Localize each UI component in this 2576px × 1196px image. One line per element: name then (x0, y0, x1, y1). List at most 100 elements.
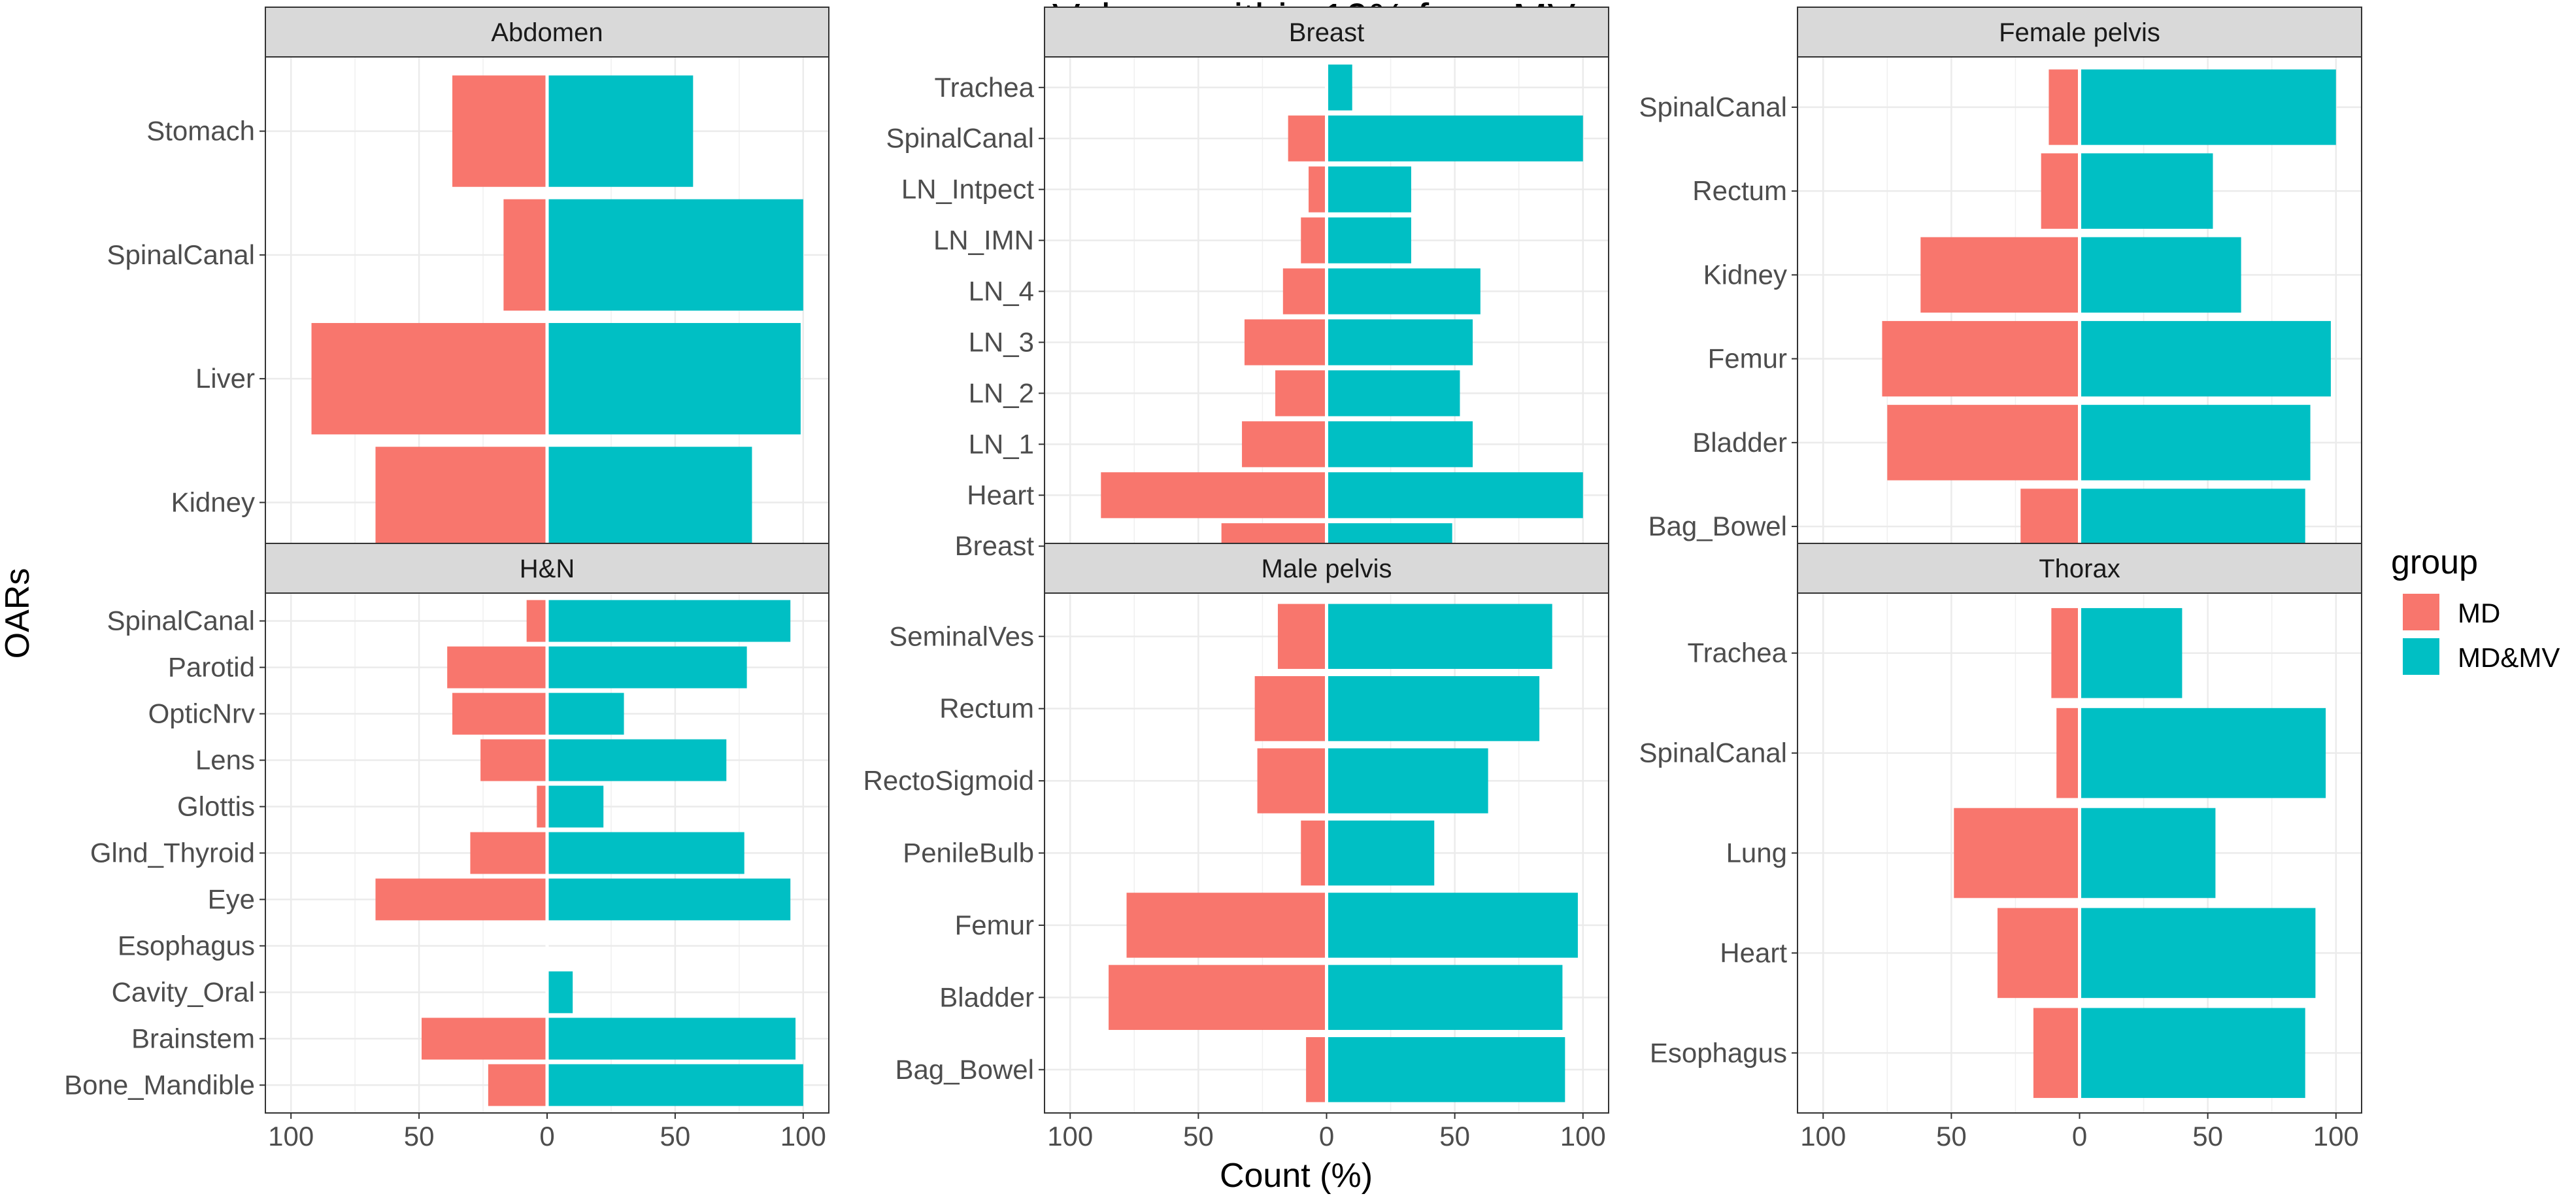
legend-swatch-mdmv (2403, 638, 2439, 675)
bar-mdmv-ln-4 (1326, 268, 1480, 315)
y-axis-title: OARs (0, 568, 37, 659)
category-label: Glnd_Thyroid (90, 838, 255, 868)
bar-md-femur (1126, 893, 1327, 958)
panel-strip (1044, 7, 1609, 58)
legend-swatch-md (2403, 594, 2439, 630)
x-tick-label: 50 (1183, 1121, 1214, 1152)
legend-label-mdmv: MD&MV (2458, 642, 2560, 673)
category-label: PenileBulb (903, 838, 1034, 868)
bar-md-heart (1997, 908, 2080, 999)
x-tick-label: 100 (1047, 1121, 1093, 1152)
category-label: Trachea (934, 72, 1034, 103)
bar-md-rectum (1254, 675, 1327, 742)
category-label: Lung (1726, 838, 1787, 868)
category-label: Glottis (177, 791, 255, 822)
panel-strip-label: Breast (1289, 18, 1365, 47)
panel-male-pelvis: Male pelvis SeminalVes Rectum RectoSigmoid P… (863, 543, 1609, 1152)
category-label: Femur (1708, 343, 1787, 374)
bar-mdmv-opticnrv (547, 692, 624, 735)
bar-mdmv-brainstem (547, 1017, 796, 1060)
bar-md-ln-1 (1242, 421, 1327, 468)
category-label: Bladder (1692, 427, 1787, 458)
bar-md-spinalcanal (2056, 708, 2080, 798)
bar-md-femur (1882, 320, 2080, 397)
panel-strip (1044, 543, 1609, 594)
bar-md-glnd-thyroid (470, 832, 547, 874)
category-label: Heart (1720, 937, 1787, 968)
category-label: SpinalCanal (886, 123, 1035, 154)
category-label: Brainstem (131, 1023, 255, 1053)
category-label: Esophagus (118, 930, 255, 961)
legend: group MD MD&MV (2391, 543, 2560, 675)
legend-label-md: MD (2458, 598, 2500, 628)
category-label: Cavity_Oral (112, 976, 255, 1007)
bar-mdmv-kidney (2079, 237, 2241, 313)
x-tick-label: 0 (1319, 1121, 1334, 1152)
panel-strip (1797, 543, 2362, 594)
bar-mdmv-spinalcanal (2079, 708, 2326, 798)
bar-mdmv-liver (547, 322, 801, 435)
category-label: LN_2 (969, 377, 1034, 408)
bar-mdmv-glottis (547, 785, 604, 828)
bar-mdmv-ln-1 (1326, 421, 1473, 468)
panel-strip (265, 543, 829, 594)
category-label: LN_4 (969, 276, 1034, 307)
category-label: Bag_Bowel (1648, 511, 1787, 541)
bar-mdmv-cavity-oral (547, 971, 573, 1014)
bar-md-bone-mandible (488, 1064, 547, 1106)
category-label: LN_1 (969, 428, 1034, 459)
category-label: Parotid (168, 652, 255, 683)
bar-mdmv-femur (2079, 320, 2331, 397)
panel-strip-label: Thorax (2039, 555, 2120, 583)
panel-thorax: Thorax Trachea SpinalCanal Lung Heart Esophag… (1639, 543, 2362, 1152)
bar-mdmv-penilebulb (1326, 820, 1435, 886)
bar-md-spinalcanal (503, 199, 547, 311)
category-label: Esophagus (1650, 1037, 1787, 1068)
bar-mdmv-spinalcanal (2079, 69, 2336, 145)
panel-female-pelvis: Female pelvis SpinalCanal Rectum Kidney Femu… (1639, 7, 2362, 577)
bar-mdmv-ln-2 (1326, 370, 1460, 417)
bar-md-kidney (375, 447, 547, 558)
bar-md-spinalcanal (1288, 115, 1327, 162)
bar-mdmv-eye (547, 878, 791, 921)
x-tick-label: 0 (2072, 1121, 2087, 1152)
panel-strip-label: Female pelvis (1999, 18, 2160, 47)
bar-md-ln-4 (1282, 268, 1327, 315)
bar-md-esophagus (2033, 1008, 2080, 1099)
category-label: LN_Intpect (901, 174, 1034, 205)
panel-strip-label: Abdomen (491, 18, 603, 47)
category-label: LN_IMN (933, 225, 1034, 256)
bar-md-trachea (2051, 607, 2080, 698)
category-label: Breast (955, 530, 1035, 561)
panel-strip-label: Male pelvis (1261, 555, 1392, 583)
category-label: Femur (955, 910, 1034, 940)
category-label: RectoSigmoid (863, 765, 1034, 796)
x-tick-label: 50 (1439, 1121, 1470, 1152)
bar-md-opticnrv (452, 692, 547, 735)
x-tick-label: 50 (2192, 1121, 2223, 1152)
bar-mdmv-ln-imn (1326, 217, 1411, 264)
bar-md-glottis (537, 785, 547, 828)
bar-mdmv-esophagus (2079, 1008, 2305, 1099)
panel-strip (1797, 7, 2362, 58)
category-label: SeminalVes (889, 621, 1034, 651)
bar-mdmv-ln-intpect (1326, 166, 1411, 213)
bar-mdmv-heart (2079, 908, 2316, 999)
bar-md-stomach (452, 75, 547, 187)
bar-mdmv-spinalcanal (547, 199, 803, 311)
panel-abdomen: Abdomen Stomach SpinalCanal Liver Kidney (107, 7, 829, 577)
bar-mdmv-trachea (1326, 64, 1352, 111)
category-label: Rectum (939, 693, 1034, 724)
x-tick-label: 100 (1560, 1121, 1606, 1152)
category-label: Kidney (1703, 259, 1787, 290)
legend-title: group (2391, 543, 2478, 581)
category-label: OpticNrv (148, 698, 255, 729)
x-tick-label: 50 (404, 1121, 435, 1152)
x-tick-label: 100 (2313, 1121, 2359, 1152)
bar-md-ln-3 (1244, 319, 1327, 366)
category-label: SpinalCanal (107, 606, 256, 636)
category-label: Kidney (171, 487, 255, 517)
bar-md-eye (375, 878, 547, 921)
bar-mdmv-rectum (1326, 675, 1540, 742)
